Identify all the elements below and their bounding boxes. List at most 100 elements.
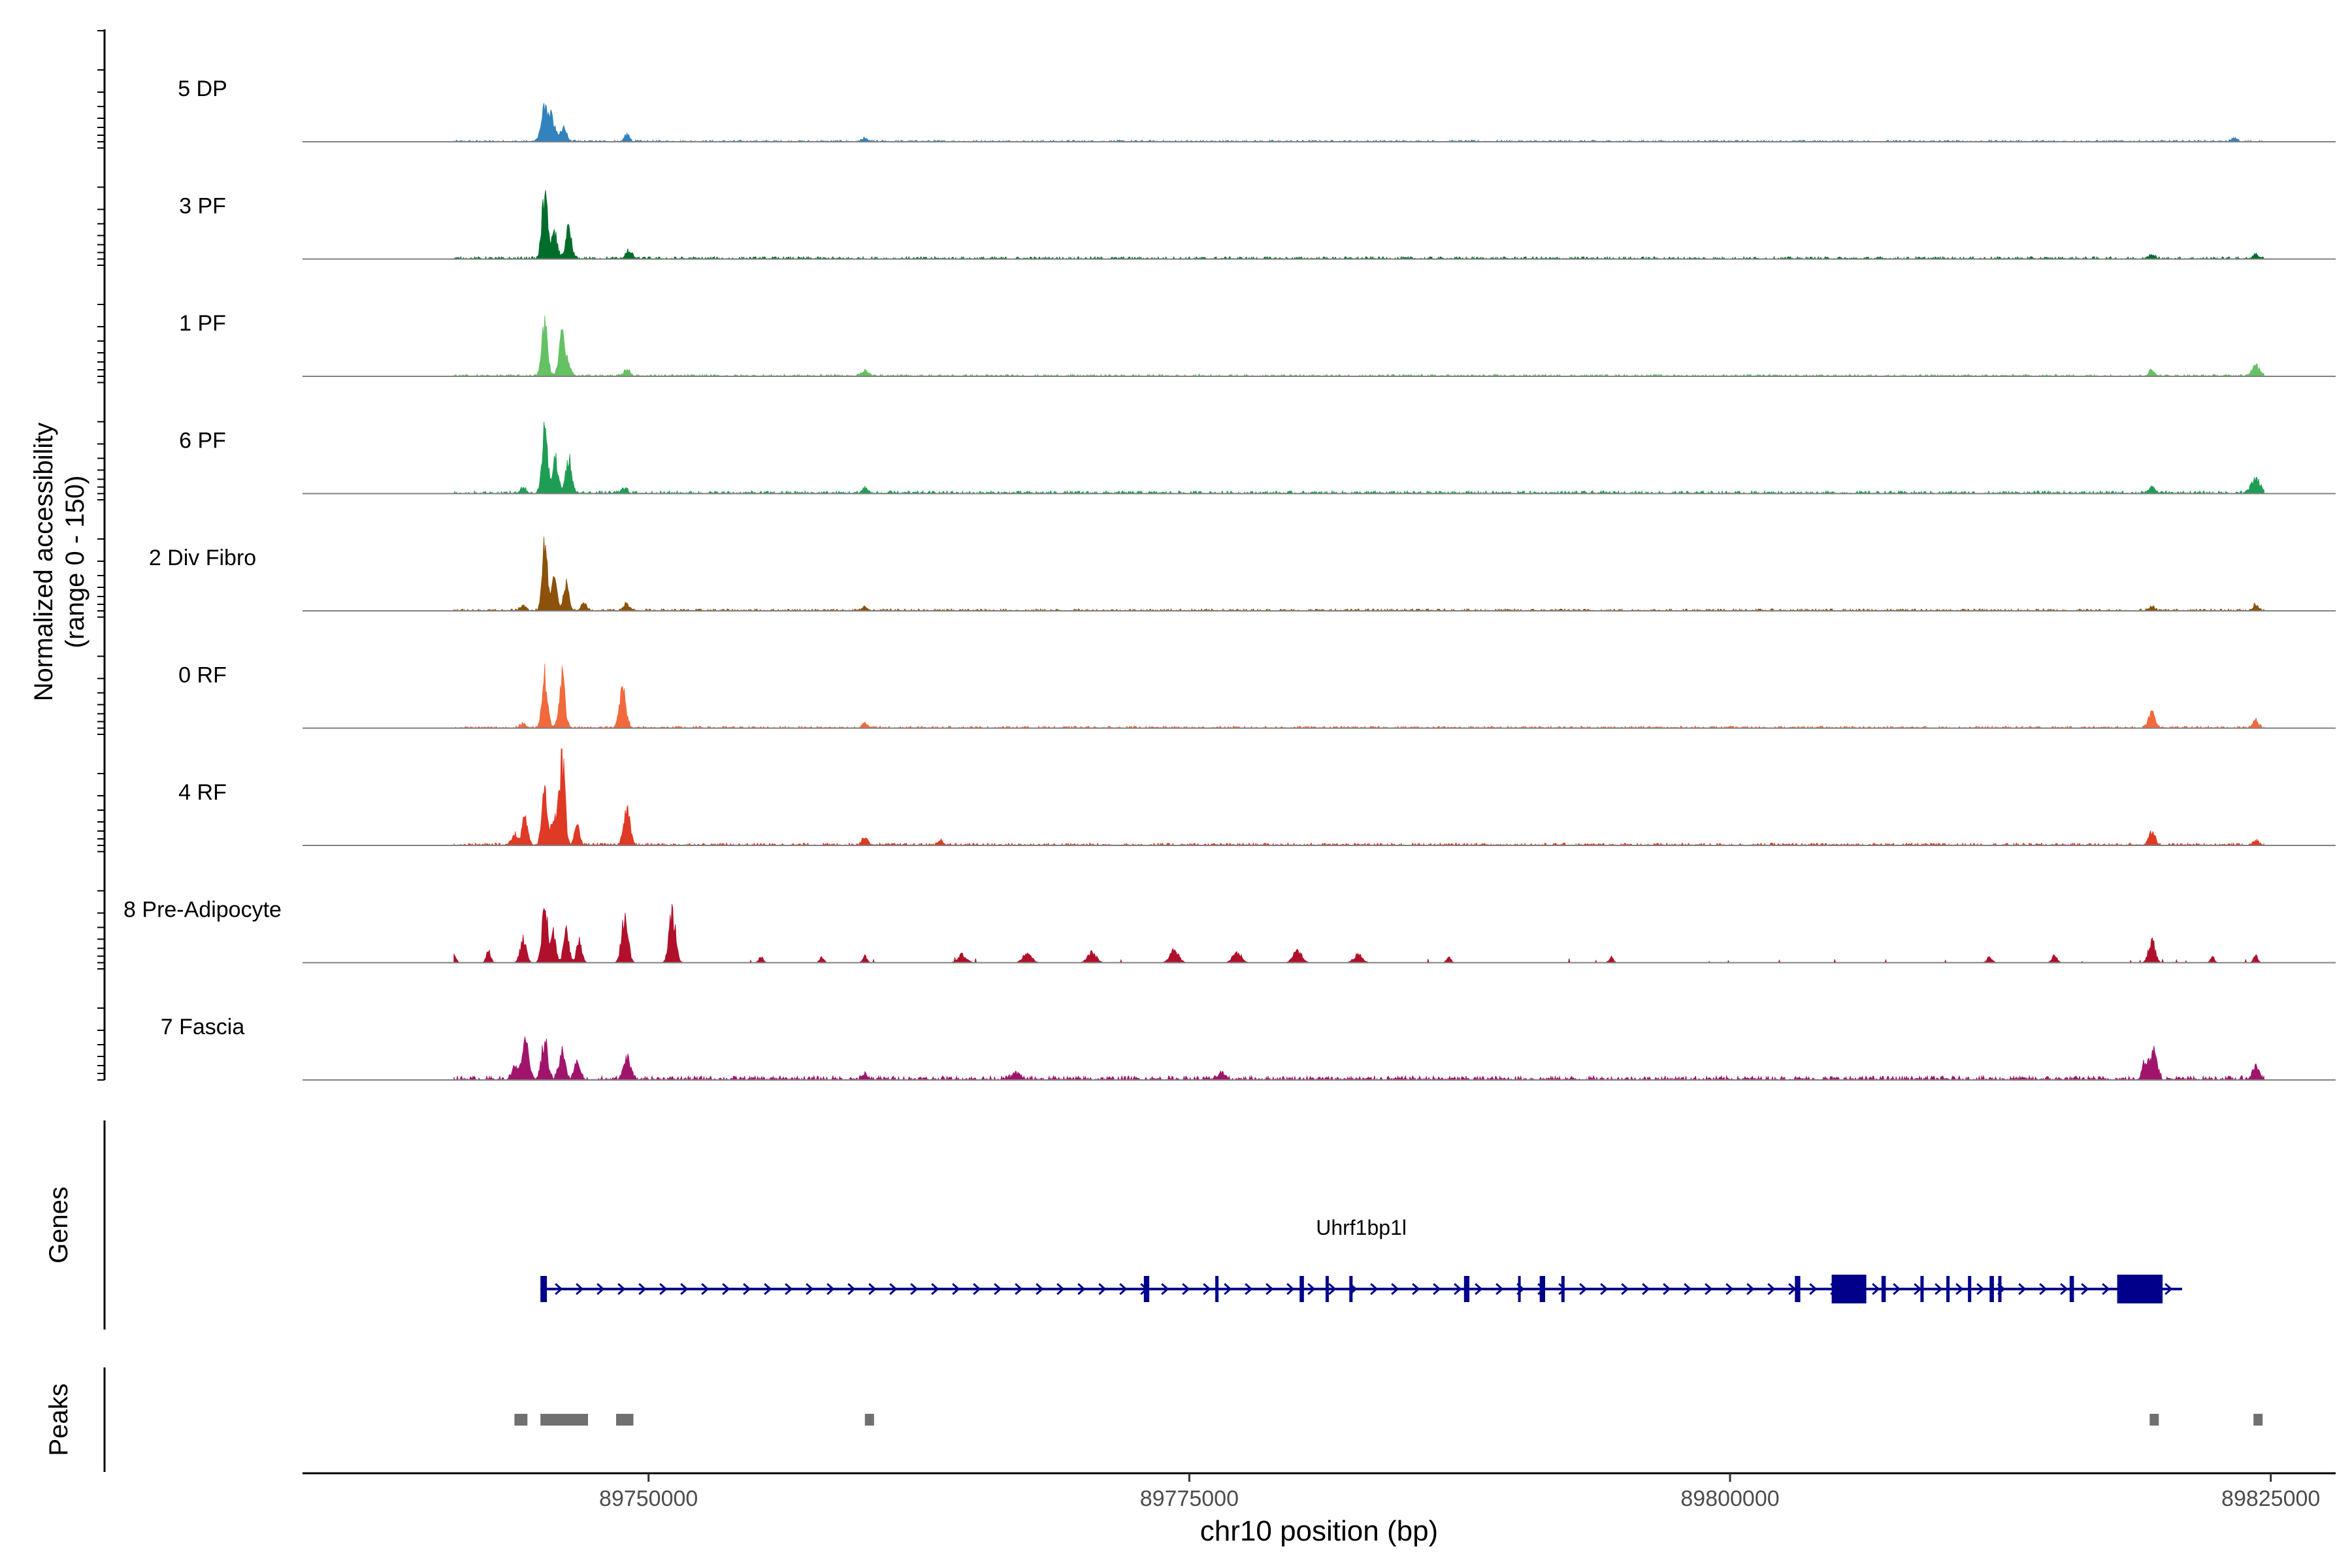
coverage-area xyxy=(453,1036,2265,1081)
strand-chevron xyxy=(806,1282,814,1296)
gene-exon xyxy=(1463,1276,1470,1302)
strand-chevron xyxy=(1224,1282,1232,1296)
peak-region xyxy=(616,1414,634,1426)
strand-chevron xyxy=(1935,1282,1943,1296)
strand-chevron xyxy=(1015,1282,1023,1296)
gene-name-label: Uhrf1bp1l xyxy=(1316,1216,1407,1239)
gene-exon xyxy=(1795,1276,1801,1302)
strand-chevron xyxy=(1056,1282,1065,1296)
gene-exon xyxy=(1998,1276,2002,1302)
gene-exon xyxy=(1881,1276,1886,1302)
strand-chevron xyxy=(1266,1282,1274,1296)
gene-exon xyxy=(1518,1276,1521,1302)
coverage-area xyxy=(453,103,2265,142)
strand-chevron xyxy=(1328,1282,1337,1296)
strand-chevron xyxy=(617,1282,626,1296)
gene-exon xyxy=(2117,1275,2163,1303)
strand-chevron xyxy=(1182,1282,1190,1296)
strand-chevron xyxy=(1161,1282,1169,1296)
peak-region xyxy=(2149,1414,2159,1426)
strand-chevron xyxy=(555,1282,563,1296)
gene-exon xyxy=(1539,1276,1545,1302)
x-tick-label: 89825000 xyxy=(2221,1486,2320,1511)
gene-exon xyxy=(1299,1276,1304,1302)
strand-chevron xyxy=(576,1282,584,1296)
strand-chevron xyxy=(931,1282,939,1296)
track-label: 7 Fascia xyxy=(161,1015,245,1039)
strand-chevron xyxy=(1600,1282,1609,1296)
strand-chevron xyxy=(1077,1282,1086,1296)
strand-chevron xyxy=(701,1282,710,1296)
gene-strand-arrows xyxy=(555,1282,2173,1296)
y-axis-label: Normalized accessibility (range 0 - 150) xyxy=(29,423,90,702)
track-label: 6 PF xyxy=(179,429,226,453)
strand-chevron xyxy=(638,1282,647,1296)
peak-region xyxy=(514,1414,528,1426)
strand-chevron xyxy=(1621,1282,1629,1296)
y-axis-range: (range 0 - 150) xyxy=(61,476,90,649)
strand-chevron xyxy=(1286,1282,1295,1296)
strand-chevron xyxy=(1872,1282,1880,1296)
gene-exon xyxy=(1989,1276,1994,1302)
peak-region xyxy=(540,1414,588,1426)
coverage-area xyxy=(453,421,2265,495)
strand-chevron xyxy=(764,1282,772,1296)
strand-chevron xyxy=(994,1282,1002,1296)
track-5: 2 Div Fibro xyxy=(149,536,2336,612)
strand-chevron xyxy=(1433,1282,1441,1296)
gene-exon xyxy=(1215,1276,1219,1302)
strand-chevron xyxy=(785,1282,793,1296)
gene-exons xyxy=(540,1275,2163,1303)
strand-chevron xyxy=(1663,1282,1671,1296)
strand-chevron xyxy=(1454,1282,1462,1296)
strand-chevron xyxy=(2102,1282,2110,1296)
strand-chevron xyxy=(1976,1282,1985,1296)
strand-chevron xyxy=(847,1282,856,1296)
strand-chevron xyxy=(1391,1282,1399,1296)
peak-region xyxy=(2253,1414,2263,1426)
strand-chevron xyxy=(1203,1282,1211,1296)
strand-chevron xyxy=(1705,1282,1713,1296)
track-3: 1 PF xyxy=(179,311,2336,378)
coverage-area xyxy=(453,904,2264,963)
strand-chevron xyxy=(1307,1282,1316,1296)
gene-exon xyxy=(1349,1276,1353,1302)
coverage-area xyxy=(453,748,2265,847)
x-axis-title: chr10 position (bp) xyxy=(1200,1515,1438,1547)
strand-chevron xyxy=(1955,1282,1964,1296)
track-label: 1 PF xyxy=(179,311,226,336)
strand-chevron xyxy=(1475,1282,1483,1296)
track-label: 8 Pre-Adipocyte xyxy=(123,898,282,923)
strand-chevron xyxy=(2164,1282,2173,1296)
gene-exon xyxy=(1831,1275,1867,1303)
strand-chevron xyxy=(1119,1282,1128,1296)
gene-exon xyxy=(2069,1276,2074,1302)
strand-chevron xyxy=(1914,1282,1922,1296)
track-9: 7 Fascia xyxy=(161,1015,2336,1081)
strand-chevron xyxy=(659,1282,668,1296)
coverage-area xyxy=(453,536,2265,612)
peaks-track-label: Peaks xyxy=(44,1383,73,1456)
strand-chevron xyxy=(910,1282,919,1296)
x-axis-ticks: 89750000 89775000 89800000 89825000 xyxy=(599,1473,2320,1511)
coverage-area xyxy=(453,189,2265,260)
gene-exon xyxy=(1920,1276,1924,1302)
strand-chevron xyxy=(1098,1282,1107,1296)
strand-chevron xyxy=(2081,1282,2089,1296)
y-axis-minor-ticks xyxy=(97,30,105,1081)
gene-model: Uhrf1bp1l xyxy=(540,1216,2182,1303)
strand-chevron xyxy=(2018,1282,2027,1296)
strand-chevron xyxy=(1746,1282,1755,1296)
gene-exon xyxy=(1143,1276,1150,1302)
x-tick-label: 89750000 xyxy=(599,1486,698,1511)
gene-exon xyxy=(540,1276,547,1302)
strand-chevron xyxy=(1767,1282,1776,1296)
strand-chevron xyxy=(1370,1282,1379,1296)
genes-track-label: Genes xyxy=(44,1186,73,1264)
strand-chevron xyxy=(1684,1282,1692,1296)
track-4: 6 PF xyxy=(179,421,2336,495)
strand-chevron xyxy=(1036,1282,1044,1296)
strand-chevron xyxy=(868,1282,877,1296)
strand-chevron xyxy=(1579,1282,1588,1296)
